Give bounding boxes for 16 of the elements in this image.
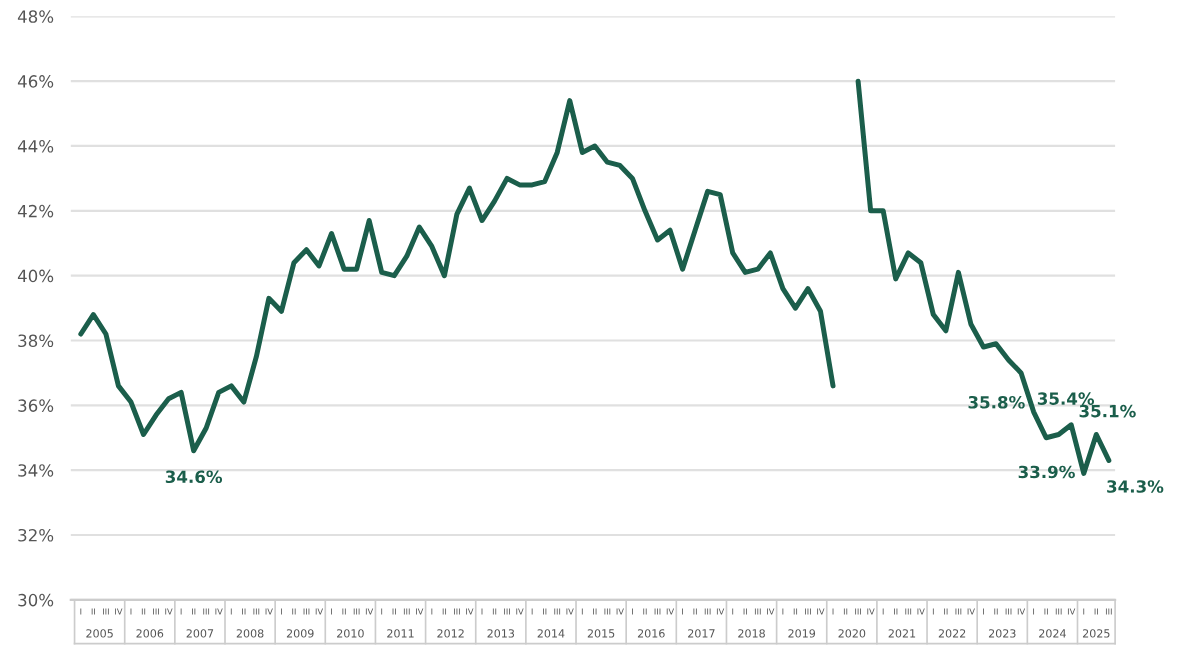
data-label: 33.9% (1018, 465, 1075, 479)
y-tick-label: 38% (18, 334, 54, 348)
y-tick-label: 42% (17, 204, 54, 218)
y-tick-label: 32% (18, 528, 54, 542)
y-tick-label: 46% (17, 75, 54, 88)
data-label: 34.6% (165, 470, 223, 484)
data-label: 35.4% (1037, 392, 1095, 405)
data-label: 34.3% (1107, 480, 1164, 493)
y-tick-label: 34% (18, 464, 54, 477)
y-tick-label: 44% (17, 139, 54, 153)
y-tick-label: 48% (17, 10, 54, 23)
y-tick-label: 36% (18, 399, 54, 412)
y-tick-label: 40% (17, 269, 54, 283)
data-label: 35.8% (968, 395, 1025, 409)
data-label: 35.1% (1079, 404, 1136, 418)
y-tick-label: 30% (18, 593, 54, 607)
